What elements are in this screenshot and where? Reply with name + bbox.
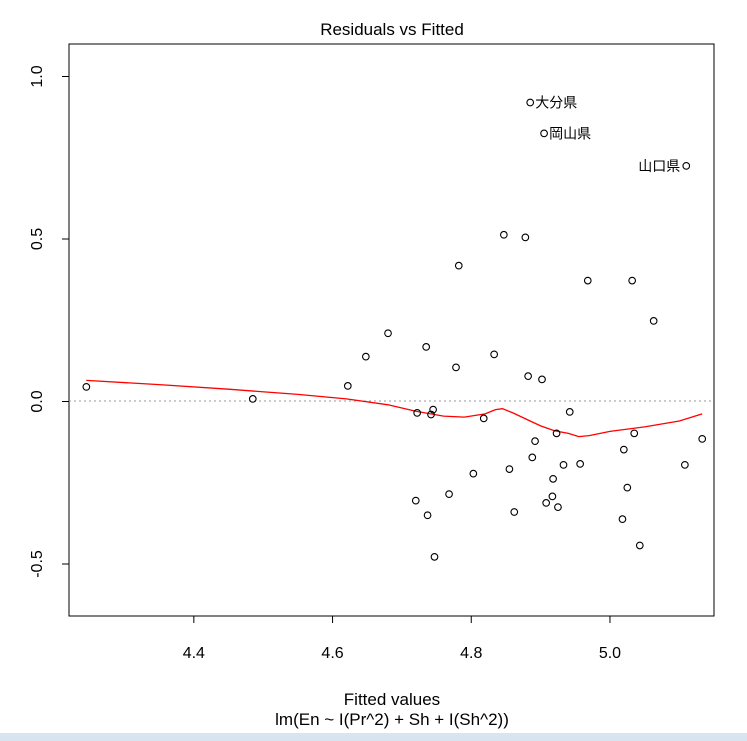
smooth-line	[86, 379, 703, 438]
data-point	[528, 453, 537, 462]
y-tick-label: -0.5	[29, 550, 46, 578]
data-point	[618, 515, 627, 524]
y-tick-label: 0.0	[29, 390, 46, 412]
data-point	[540, 129, 548, 138]
data-point	[552, 429, 561, 438]
data-point	[384, 329, 392, 338]
window-bottom-strip	[0, 733, 747, 741]
data-point	[619, 445, 628, 454]
data-point	[681, 461, 689, 469]
data-point	[452, 363, 460, 372]
point-label: 山口県	[638, 158, 680, 174]
data-point	[565, 408, 574, 416]
data-point	[505, 465, 514, 473]
data-point	[510, 508, 519, 516]
data-point	[531, 437, 539, 446]
data-point	[490, 350, 498, 359]
point-label: 岡山県	[549, 125, 591, 141]
x-tick-label: 4.8	[460, 645, 482, 662]
data-point	[559, 461, 568, 469]
data-point	[554, 503, 562, 511]
data-point	[526, 98, 535, 107]
data-point	[635, 541, 644, 550]
data-point	[538, 375, 546, 384]
data-point	[698, 435, 707, 443]
y-axis: -0.5 0.0 0.5 1.0	[29, 65, 69, 578]
data-point	[576, 460, 584, 468]
data-point	[422, 343, 431, 351]
data-point	[500, 230, 508, 239]
point-label: 大分県	[535, 95, 577, 111]
data-point	[469, 469, 478, 478]
y-tick-label: 1.0	[29, 65, 46, 87]
y-tick-label: 0.5	[29, 228, 46, 250]
data-point	[630, 429, 639, 438]
data-point	[628, 276, 637, 285]
data-point	[361, 352, 370, 361]
data-point	[454, 261, 463, 270]
x-tick-label: 4.6	[321, 645, 343, 662]
data-point	[445, 490, 453, 498]
data-point	[649, 317, 658, 325]
data-point	[430, 552, 439, 561]
x-tick-label: 5.0	[599, 645, 621, 662]
x-axis-label: Fitted values	[344, 690, 440, 709]
data-point	[411, 496, 420, 505]
data-point	[623, 483, 632, 492]
data-point	[682, 162, 691, 170]
data-point	[82, 383, 91, 391]
data-points	[82, 98, 707, 561]
chart-title: Residuals vs Fitted	[320, 20, 464, 39]
x-tick-label: 4.4	[183, 645, 205, 662]
data-point	[548, 492, 557, 501]
data-point	[549, 475, 557, 483]
data-point	[413, 409, 422, 417]
data-point	[343, 382, 352, 390]
data-point	[524, 372, 532, 381]
plot-area	[68, 43, 715, 617]
data-point	[542, 499, 551, 507]
chart-subtitle: lm(En ~ I(Pr^2) + Sh + I(Sh^2))	[275, 710, 509, 729]
data-point	[248, 395, 257, 403]
data-point	[583, 276, 592, 285]
data-point	[521, 233, 530, 242]
data-point	[429, 405, 437, 414]
data-point	[423, 511, 432, 520]
x-axis: 4.4 4.6 4.8 5.0	[183, 616, 621, 662]
data-point	[479, 414, 488, 423]
data-point	[427, 410, 435, 419]
